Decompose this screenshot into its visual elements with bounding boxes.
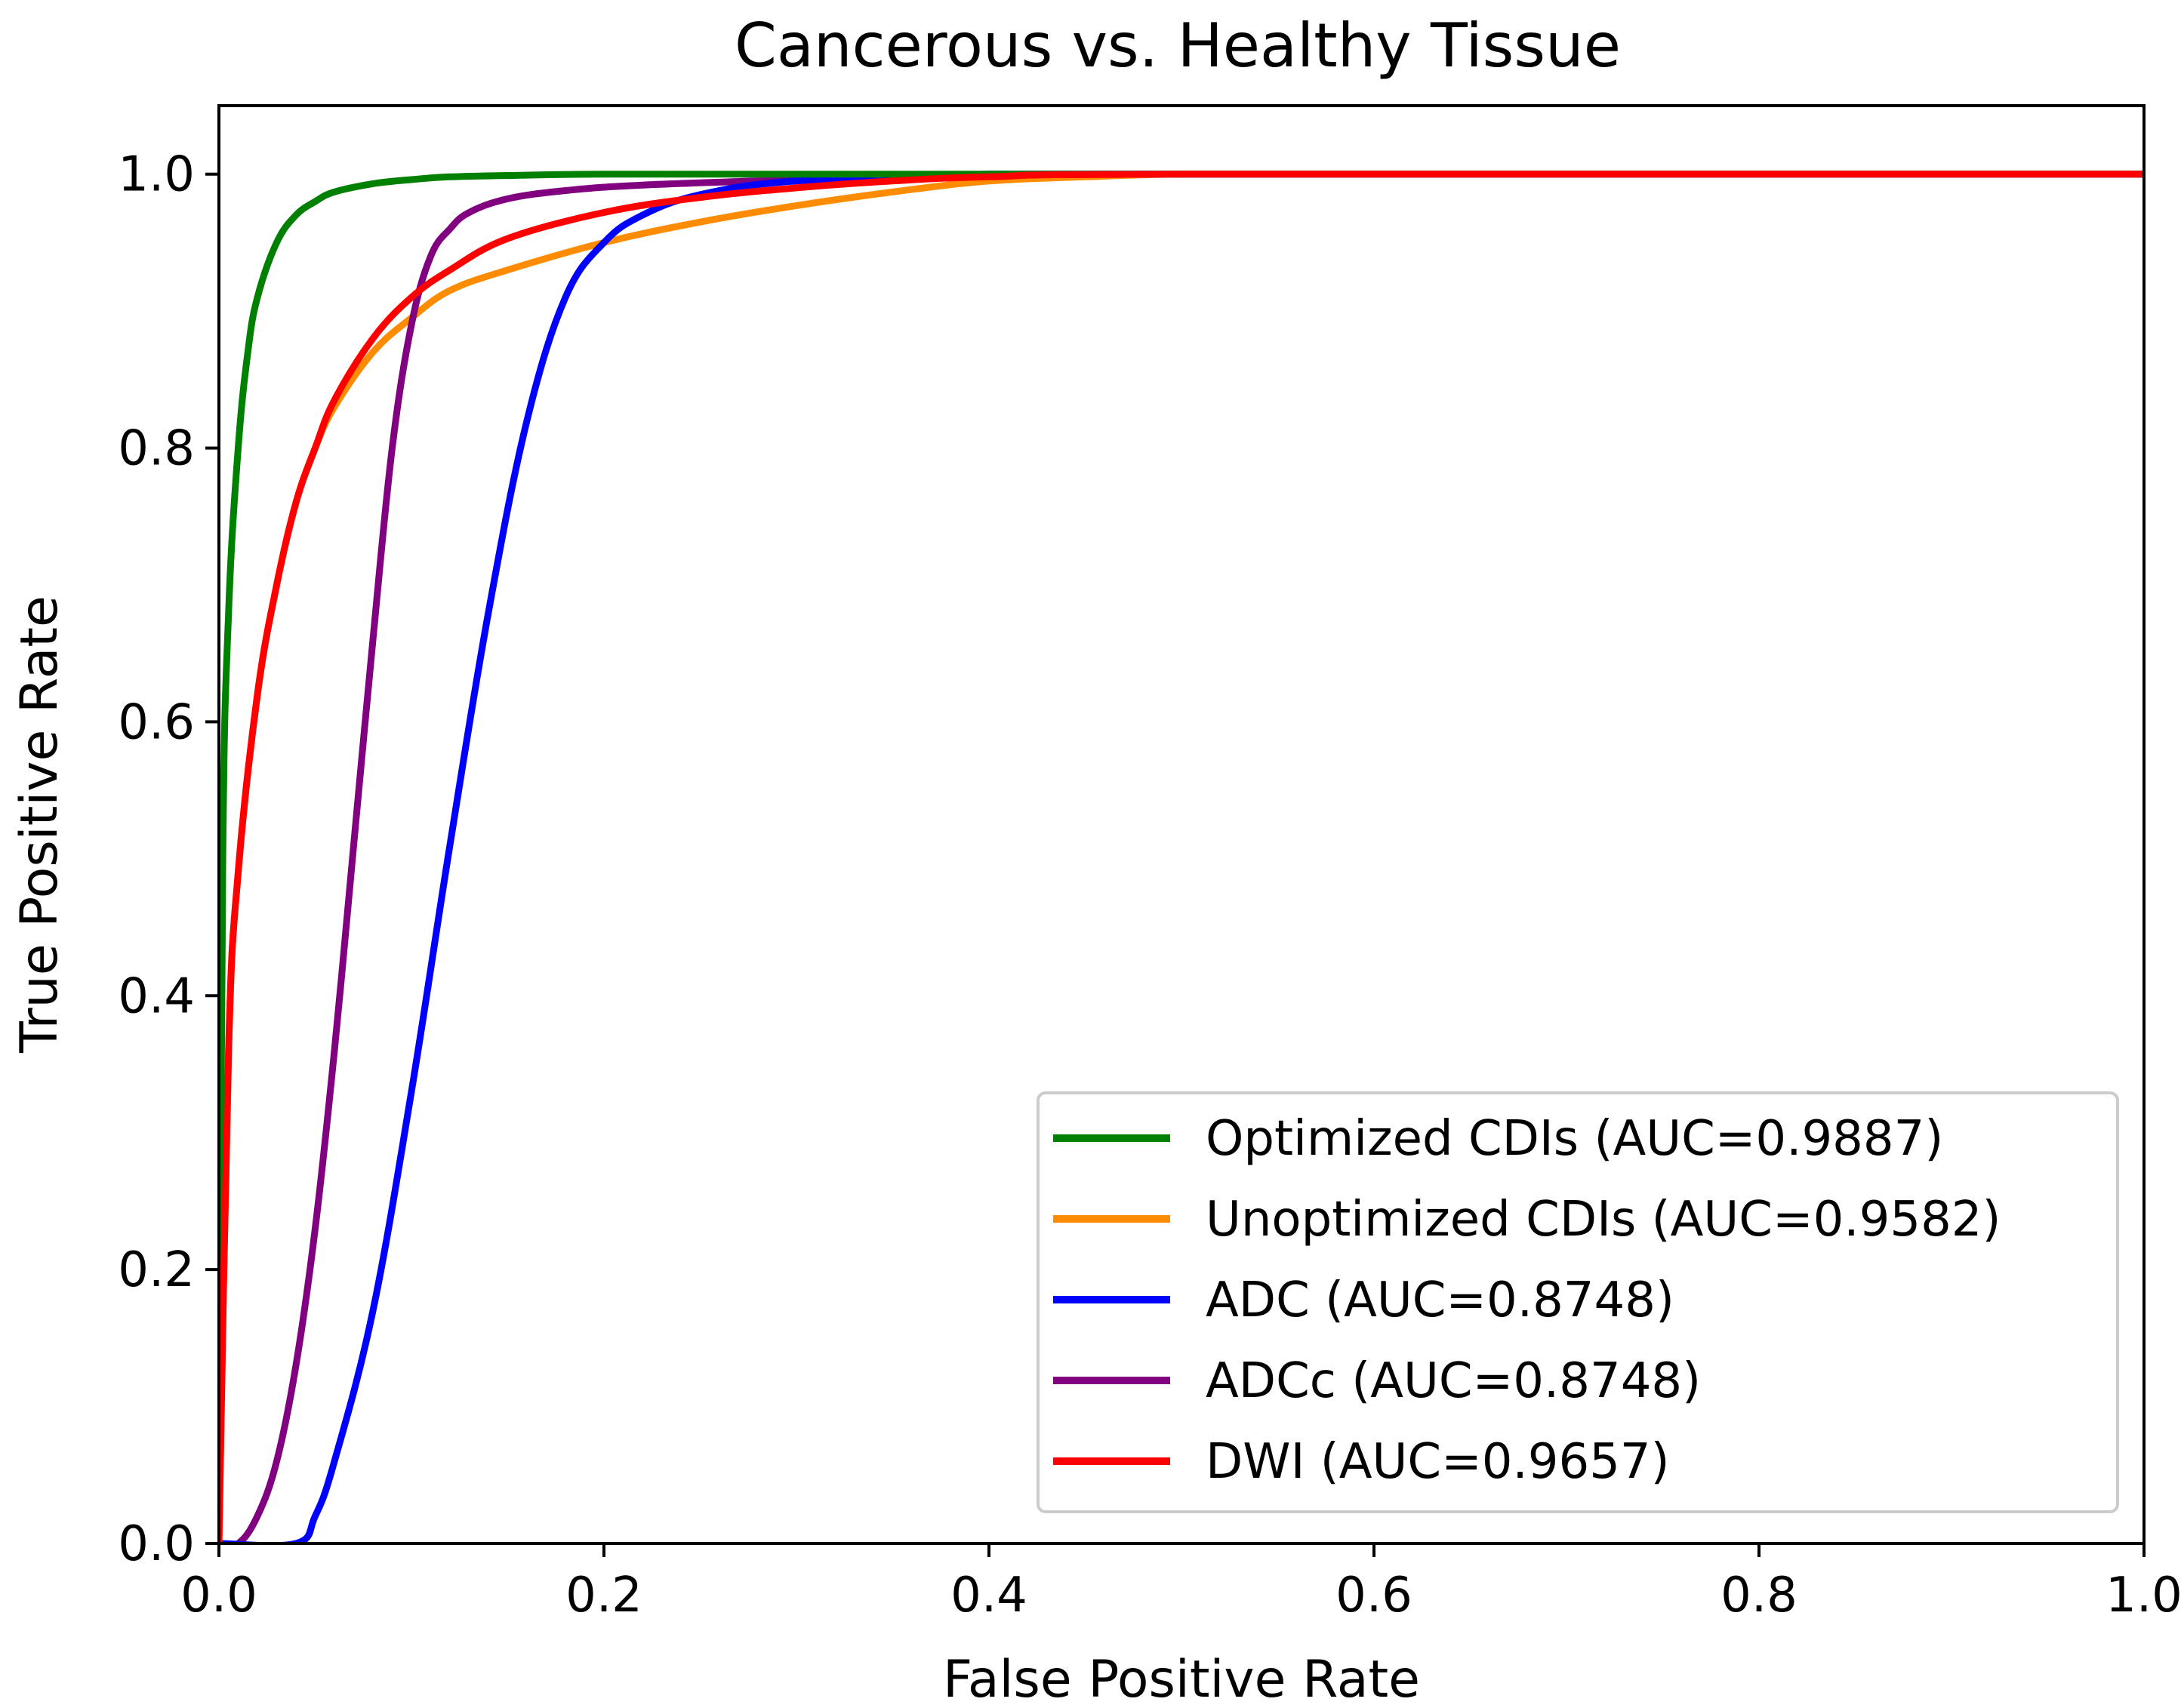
x-tick-label: 0.4 bbox=[950, 1568, 1027, 1623]
y-tick-label: 0.2 bbox=[118, 1242, 195, 1298]
y-tick-label: 0.6 bbox=[118, 694, 195, 750]
series-line-4 bbox=[219, 171, 2144, 1543]
y-tick-label: 0.4 bbox=[118, 968, 195, 1024]
plot-area-frame bbox=[217, 104, 2146, 1545]
legend-label-1: Unoptimized CDIs (AUC=0.9582) bbox=[1206, 1192, 2001, 1248]
x-tick-label: 1.0 bbox=[2106, 1568, 2181, 1623]
x-axis-label: False Positive Rate bbox=[943, 1650, 1420, 1708]
legend-box bbox=[1037, 1091, 2119, 1513]
legend: Optimized CDIs (AUC=0.9887) Unoptimized C… bbox=[1037, 1091, 2119, 1513]
x-tick-label: 0.0 bbox=[180, 1568, 257, 1623]
legend-label-3: ADCc (AUC=0.8748) bbox=[1206, 1353, 1701, 1409]
legend-label-0: Optimized CDIs (AUC=0.9887) bbox=[1206, 1111, 1943, 1167]
y-axis-ticks: 0.0 0.2 0.4 0.6 0.8 1.0 bbox=[118, 147, 219, 1572]
x-tick-label: 0.8 bbox=[1720, 1568, 1797, 1623]
legend-label-4: DWI (AUC=0.9657) bbox=[1206, 1434, 1670, 1490]
series-layer bbox=[219, 171, 2144, 1543]
x-axis-ticks: 0.0 0.2 0.4 0.6 0.8 1.0 bbox=[180, 1543, 2181, 1623]
y-tick-label: 0.0 bbox=[118, 1516, 195, 1572]
legend-label-2: ADC (AUC=0.8748) bbox=[1206, 1273, 1674, 1328]
y-tick-label: 1.0 bbox=[118, 147, 195, 203]
y-axis-label: True Positive Rate bbox=[10, 595, 69, 1054]
x-tick-label: 0.6 bbox=[1335, 1568, 1412, 1623]
chart-title: Cancerous vs. Healthy Tissue bbox=[735, 11, 1621, 81]
y-tick-label: 0.8 bbox=[118, 421, 195, 477]
x-tick-label: 0.2 bbox=[565, 1568, 642, 1623]
